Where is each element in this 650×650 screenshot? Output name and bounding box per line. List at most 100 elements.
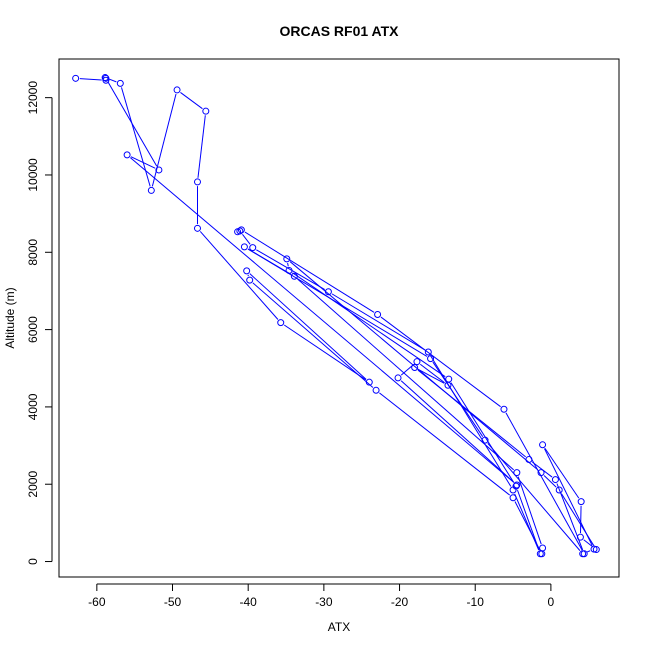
series-segment xyxy=(379,392,511,496)
data-point xyxy=(509,486,517,494)
data-point xyxy=(243,267,251,275)
data-point xyxy=(123,151,131,159)
series-segment xyxy=(130,156,156,169)
y-tick-label: 4000 xyxy=(26,393,40,420)
data-point xyxy=(513,469,521,477)
series-segment xyxy=(287,262,289,267)
data-point xyxy=(577,498,585,506)
data-point xyxy=(240,243,248,251)
data-point xyxy=(427,355,435,363)
series-segment xyxy=(556,483,584,551)
data-point xyxy=(290,272,298,280)
series-segment xyxy=(450,382,515,483)
x-axis-label: ATX xyxy=(328,620,350,634)
x-tick-label: -50 xyxy=(164,595,182,609)
series-segment xyxy=(418,369,445,384)
y-tick-label: 6000 xyxy=(26,316,40,343)
plot-frame xyxy=(58,58,620,578)
data-point xyxy=(246,276,254,284)
series-segment xyxy=(129,157,514,483)
data-point xyxy=(525,455,533,463)
series-segment xyxy=(517,489,540,551)
data-point xyxy=(116,79,124,87)
x-tick-label: -10 xyxy=(467,595,485,609)
x-tick-label: -20 xyxy=(391,595,409,609)
data-point xyxy=(237,226,245,234)
series-segment xyxy=(331,293,425,351)
data-point xyxy=(445,375,453,383)
series-segment xyxy=(180,92,203,110)
data-point xyxy=(283,255,291,263)
data-point xyxy=(155,166,163,174)
data-point xyxy=(500,405,508,413)
data-point xyxy=(249,244,257,252)
series-segment xyxy=(579,505,582,533)
data-point xyxy=(193,224,201,232)
series-segment xyxy=(120,87,151,187)
x-tick-label: -60 xyxy=(88,595,106,609)
series-segment xyxy=(514,493,540,551)
data-point xyxy=(411,363,419,371)
data-point xyxy=(444,381,452,389)
data-point xyxy=(365,378,373,386)
data-point xyxy=(324,288,332,296)
data-point xyxy=(372,386,380,394)
series-segment xyxy=(256,249,326,291)
series-segment xyxy=(249,273,367,380)
data-point xyxy=(424,348,432,356)
series-segment xyxy=(430,355,512,487)
series-segment xyxy=(197,115,206,178)
data-point xyxy=(555,486,563,494)
data-point xyxy=(537,469,545,477)
data-point xyxy=(536,550,544,558)
y-tick-label: 10000 xyxy=(26,158,40,192)
data-point xyxy=(101,74,109,82)
x-tick-label: 0 xyxy=(548,595,555,609)
series-segment xyxy=(107,81,158,167)
data-point xyxy=(277,319,285,327)
series-segment xyxy=(242,234,251,245)
series-segment xyxy=(199,231,279,320)
data-point xyxy=(102,76,110,84)
data-point xyxy=(147,186,155,194)
data-point xyxy=(394,374,402,382)
series-segment xyxy=(400,380,515,483)
data-point xyxy=(539,544,547,552)
y-axis-label: Altitude (m) xyxy=(3,287,17,348)
data-point xyxy=(509,494,517,502)
series-segment xyxy=(505,412,583,551)
series-segment xyxy=(417,369,526,458)
data-point xyxy=(592,546,600,554)
series-segment xyxy=(419,363,445,384)
data-point xyxy=(580,550,588,558)
series-segment xyxy=(380,316,501,408)
data-point xyxy=(413,358,421,366)
series-segment xyxy=(283,324,367,381)
data-point xyxy=(285,266,293,274)
series-segment xyxy=(252,282,374,388)
series-segment xyxy=(583,539,594,548)
series-segment xyxy=(561,493,595,547)
data-point xyxy=(539,441,547,449)
series-segment xyxy=(297,278,515,471)
y-tick-label: 8000 xyxy=(26,239,40,266)
chart-title: ORCAS RF01 ATX xyxy=(279,23,399,39)
series-segment xyxy=(244,231,375,313)
data-point xyxy=(551,476,559,484)
series-segment xyxy=(247,248,428,357)
series-segment xyxy=(151,93,177,187)
data-point xyxy=(374,311,382,319)
data-point xyxy=(202,107,210,115)
series-segment xyxy=(517,476,542,545)
data-point xyxy=(193,178,201,186)
series-segment xyxy=(292,272,446,378)
y-tick-label: 12000 xyxy=(26,81,40,115)
series-segment xyxy=(79,78,102,81)
data-point xyxy=(173,86,181,94)
data-point xyxy=(513,481,521,489)
data-point xyxy=(481,436,489,444)
series-segment xyxy=(544,447,580,499)
y-tick-label: 0 xyxy=(26,558,40,565)
series-segment xyxy=(487,443,581,551)
